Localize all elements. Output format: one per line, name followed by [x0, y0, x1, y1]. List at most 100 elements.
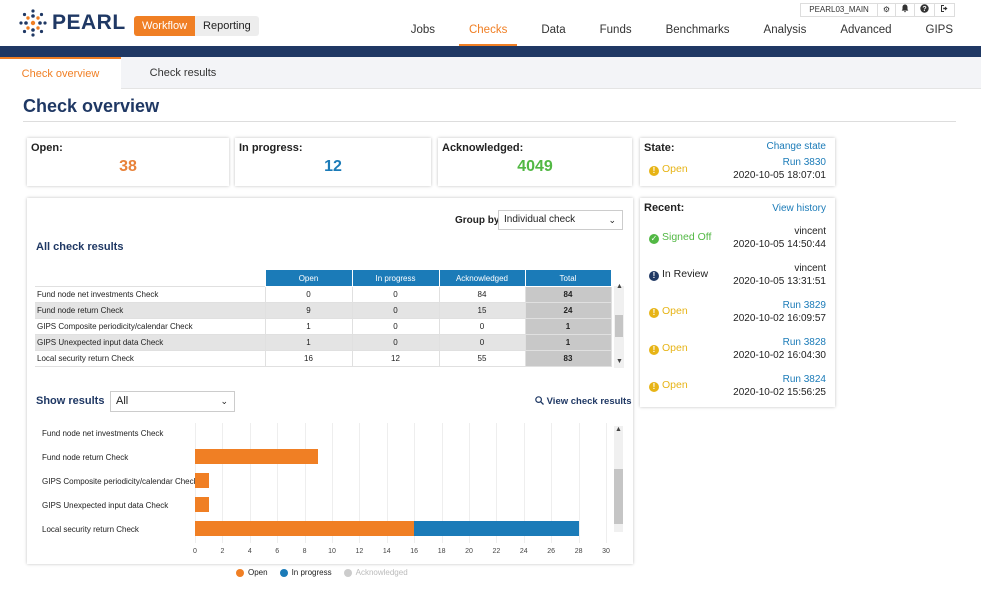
workflow-button[interactable]: Workflow: [134, 16, 196, 36]
nav-analysis[interactable]: Analysis: [763, 24, 807, 36]
open-card: Open: 38: [27, 138, 229, 186]
recent-item[interactable]: ✓ Signed Off vincent 2020-10-05 14:50:44: [640, 220, 835, 257]
row-name: Fund node net investments Check: [35, 286, 266, 303]
recent-card: Recent: View history ✓ Signed Off vincent 2…: [640, 198, 835, 407]
chart-scroll-thumb[interactable]: [614, 469, 623, 524]
open-count: 38: [119, 158, 137, 175]
nav-data[interactable]: Data: [541, 24, 566, 36]
chevron-down-icon: ⌄: [608, 215, 616, 225]
scroll-up-icon[interactable]: ▲: [616, 283, 623, 290]
table-scrollbar[interactable]: [614, 286, 624, 368]
inprogress-label: In progress:: [239, 142, 303, 154]
all-results-title: All check results: [36, 241, 124, 253]
view-check-results-text: View check results: [546, 396, 632, 407]
row-name: GIPS Unexpected input data Check: [35, 334, 266, 351]
logout-icon[interactable]: [934, 4, 954, 16]
chart-gridline: [386, 423, 388, 543]
inprogress-header[interactable]: In progress: [351, 269, 440, 287]
tab-check-results[interactable]: Check results: [149, 67, 217, 79]
state-status: ! Open: [649, 163, 688, 176]
nav-gips[interactable]: GIPS: [925, 24, 953, 36]
nav-jobs[interactable]: Jobs: [410, 24, 435, 36]
row-open: 1: [264, 318, 353, 335]
recent-run-link[interactable]: Run 3824: [782, 374, 826, 385]
warning-icon: !: [649, 308, 659, 318]
nav-checks[interactable]: Checks: [458, 24, 518, 47]
total-header[interactable]: Total: [524, 269, 612, 287]
show-results-select[interactable]: All ⌄: [110, 391, 235, 412]
ack-header[interactable]: Acknowledged: [438, 269, 526, 287]
view-check-results-link[interactable]: View check results: [535, 396, 632, 407]
x-tick-label: 12: [355, 548, 364, 555]
ack-count: 4049: [517, 158, 553, 175]
search-icon: [535, 396, 547, 407]
logo-text: PEARL: [52, 11, 126, 34]
table-header-row: Open In progress Acknowledged Total: [35, 269, 612, 287]
reporting-button[interactable]: Reporting: [203, 20, 251, 32]
legend-item[interactable]: Acknowledged: [343, 568, 408, 577]
chart-bar-open[interactable]: [195, 521, 415, 536]
table-scroll-thumb[interactable]: [615, 315, 623, 337]
chart-bar-open[interactable]: [195, 449, 319, 464]
table-row[interactable]: Fund node return Check 9 0 15 24: [35, 302, 612, 319]
row-inprogress: 0: [351, 334, 440, 351]
x-tick-label: 0: [193, 548, 197, 555]
recent-user: vincent: [794, 263, 826, 274]
recent-item[interactable]: ! Open Run 3828 2020-10-02 16:04:30: [640, 331, 835, 368]
chart-gridline: [304, 423, 306, 543]
legend-item[interactable]: Open: [236, 568, 268, 577]
table-row[interactable]: GIPS Composite periodicity/calendar Chec…: [35, 318, 612, 335]
legend-item[interactable]: In progress: [279, 568, 332, 577]
view-history-link[interactable]: View history: [772, 203, 826, 214]
help-icon[interactable]: ?: [914, 4, 934, 16]
chevron-down-icon: ⌄: [220, 396, 228, 406]
legend-swatch: [279, 568, 288, 577]
scroll-down-icon[interactable]: ▼: [616, 358, 623, 365]
table-body: Fund node net investments Check 0 0 84 84 Fun…: [35, 286, 612, 367]
nav-funds[interactable]: Funds: [599, 24, 632, 36]
chart-scrollbar[interactable]: [614, 426, 623, 532]
row-inprogress: 0: [351, 286, 440, 303]
chart-bar-open[interactable]: [195, 497, 209, 512]
chart-gridline: [469, 423, 470, 543]
gear-icon[interactable]: ⚙: [876, 4, 895, 16]
recent-run-link[interactable]: Run 3828: [782, 337, 826, 348]
recent-time: 2020-10-02 16:04:30: [733, 350, 826, 361]
change-state-link[interactable]: Change state: [766, 141, 827, 152]
chart-gridline: [277, 423, 279, 543]
nav-benchmarks[interactable]: Benchmarks: [665, 24, 730, 36]
chart-bar-open[interactable]: [195, 473, 209, 488]
x-tick-label: 26: [547, 548, 556, 555]
nav-advanced[interactable]: Advanced: [840, 24, 892, 36]
tab-check-overview[interactable]: Check overview: [0, 57, 121, 89]
legend-swatch: [343, 568, 352, 577]
recent-run-link[interactable]: Run 3829: [782, 300, 826, 311]
scroll-up-icon[interactable]: ▲: [615, 426, 622, 433]
recent-item[interactable]: ! Open Run 3829 2020-10-02 16:09:57: [640, 294, 835, 331]
chart-bar-in-progress[interactable]: [414, 521, 579, 536]
row-open: 9: [264, 302, 353, 319]
recent-user: vincent: [794, 226, 826, 237]
warning-icon: !: [649, 382, 659, 392]
chart-category-label: Local security return Check: [42, 525, 139, 534]
open-header[interactable]: Open: [264, 269, 353, 287]
environment-label[interactable]: PEARL03_MAIN: [809, 5, 869, 14]
recent-item[interactable]: ! Open Run 3824 2020-10-02 15:56:25: [640, 368, 835, 405]
chart-gridline: [578, 423, 580, 543]
recent-item[interactable]: ! In Review vincent 2020-10-05 13:31:51: [640, 257, 835, 294]
check-circle-icon: ✓: [649, 234, 659, 244]
x-tick-label: 24: [519, 548, 528, 555]
state-run-link[interactable]: Run 3830: [782, 157, 826, 168]
legend-label: In progress: [291, 568, 332, 577]
inprogress-card: In progress: 12: [235, 138, 431, 186]
group-by-value: Individual check: [504, 214, 576, 225]
pearl-logo[interactable]: PEARL: [18, 8, 126, 38]
table-row[interactable]: Fund node net investments Check 0 0 84 84: [35, 286, 612, 303]
group-by-select[interactable]: Individual check ⌄: [498, 210, 623, 230]
recent-time: 2020-10-02 15:56:25: [733, 387, 826, 398]
row-inprogress: 0: [351, 302, 440, 319]
table-row[interactable]: GIPS Unexpected input data Check 1 0 0 1: [35, 334, 612, 351]
bell-icon[interactable]: [895, 4, 914, 16]
recent-status: ✓ Signed Off: [649, 231, 711, 244]
table-row[interactable]: Local security return Check 16 12 55 83: [35, 350, 612, 367]
